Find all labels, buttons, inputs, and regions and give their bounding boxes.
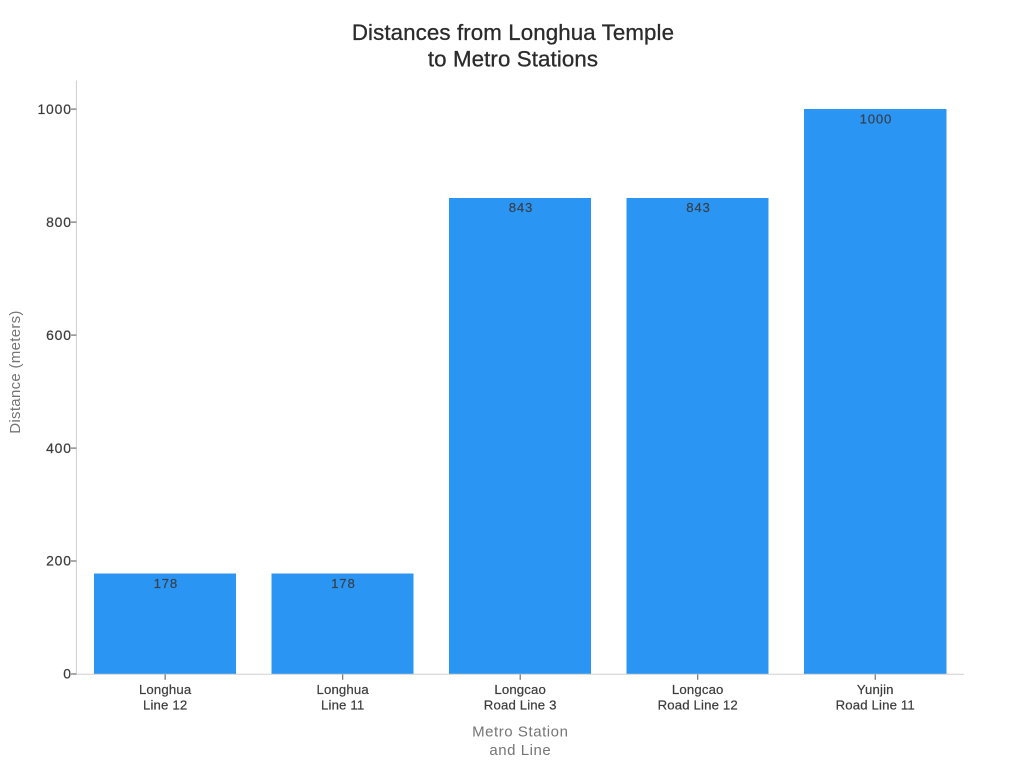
svg-text:Longcao: Longcao (494, 682, 546, 697)
svg-text:and Line: and Line (489, 742, 551, 759)
svg-text:1000: 1000 (37, 101, 71, 117)
svg-text:843: 843 (686, 200, 710, 215)
svg-text:200: 200 (46, 553, 72, 569)
svg-text:Road Line 11: Road Line 11 (836, 697, 915, 712)
svg-text:600: 600 (46, 327, 72, 343)
svg-text:to Metro Stations: to Metro Stations (428, 46, 598, 71)
svg-text:Yunjin: Yunjin (857, 682, 894, 697)
svg-text:0: 0 (63, 666, 72, 682)
svg-text:800: 800 (46, 214, 72, 230)
svg-text:400: 400 (46, 440, 72, 456)
svg-text:Road Line 12: Road Line 12 (658, 697, 738, 712)
svg-text:178: 178 (331, 576, 355, 591)
svg-text:Road Line 3: Road Line 3 (484, 697, 557, 712)
svg-text:Line 11: Line 11 (321, 697, 364, 712)
svg-text:1000: 1000 (860, 112, 893, 127)
svg-text:Longcao: Longcao (672, 682, 724, 697)
svg-text:843: 843 (509, 200, 533, 215)
svg-text:178: 178 (154, 576, 178, 591)
svg-text:Line 12: Line 12 (143, 697, 187, 712)
svg-text:Longhua: Longhua (139, 682, 192, 697)
svg-text:Metro Station: Metro Station (472, 723, 568, 740)
svg-text:Distances from Longhua Temple: Distances from Longhua Temple (352, 20, 674, 45)
svg-text:Distance (meters): Distance (meters) (7, 310, 24, 433)
svg-text:Longhua: Longhua (316, 682, 369, 697)
